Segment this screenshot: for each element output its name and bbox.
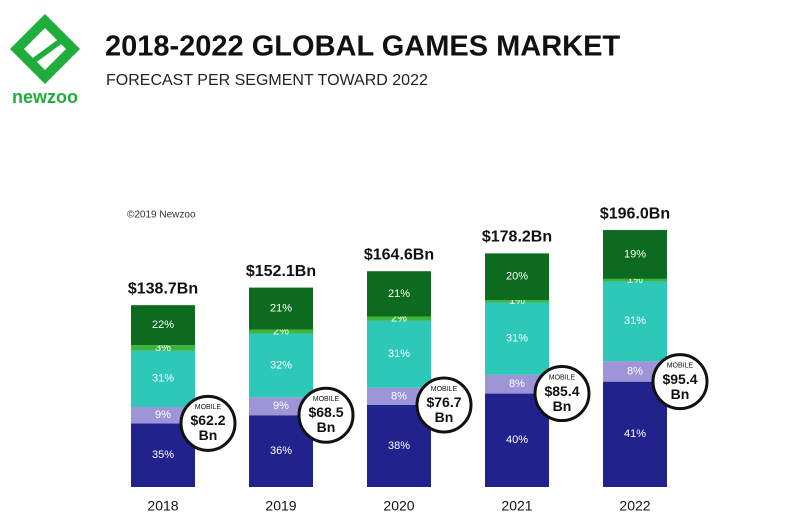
bar-segment <box>249 397 313 416</box>
mobile-title: MOBILE <box>313 396 340 403</box>
bar-segment <box>603 361 667 382</box>
bar-segment <box>367 316 431 321</box>
mobile-value: $68.5 Bn <box>308 404 344 436</box>
total-label: $196.0Bn <box>600 205 670 222</box>
bar-segment <box>367 387 431 405</box>
brand: newzoo <box>12 87 78 107</box>
segment-label: 8% <box>509 378 525 390</box>
mobile-value: $62.2 Bn <box>190 412 226 444</box>
bar-segment <box>485 302 549 375</box>
segment-label: 9% <box>273 400 289 412</box>
mobile-title: MOBILE <box>667 362 694 369</box>
bar-segment <box>603 278 667 282</box>
mobile-badge <box>533 365 591 423</box>
total-label: $178.2Bn <box>482 229 552 246</box>
segment-label: 20% <box>506 271 528 283</box>
bar-segment <box>603 381 667 487</box>
segment-label: 21% <box>270 302 292 314</box>
total-label: $138.7Bn <box>128 280 198 297</box>
segment-label: 21% <box>388 288 410 300</box>
segment-label: 40% <box>506 434 528 446</box>
bar-segment <box>249 287 313 330</box>
mobile-value: $85.4 Bn <box>544 382 580 414</box>
mobile-badge <box>651 353 709 411</box>
bar-segment <box>131 406 195 424</box>
chart-title: 2018-2022 GLOBAL GAMES MARKET <box>105 31 620 63</box>
x-tick-label: 2019 <box>265 498 296 514</box>
x-tick-label: 2018 <box>147 498 178 514</box>
bar-segment <box>249 329 313 334</box>
bar-segment <box>485 300 549 303</box>
bar-segment <box>367 271 431 317</box>
segment-label: 35% <box>152 449 174 461</box>
x-tick-label: 2022 <box>619 498 650 514</box>
bar-segment <box>249 333 313 398</box>
bar-segment <box>131 305 195 346</box>
bar-segment <box>485 374 549 394</box>
total-label: $152.1Bn <box>246 263 316 280</box>
mobile-value: $76.7 Bn <box>426 393 462 425</box>
mobile-title: MOBILE <box>195 404 222 411</box>
segment-label: 32% <box>270 359 292 371</box>
segment-label: 31% <box>624 315 646 327</box>
segment-label: 9% <box>155 409 171 421</box>
segment-label: 8% <box>627 365 643 377</box>
source: ©2019 Newzoo <box>127 210 196 221</box>
segment-label: 31% <box>388 348 410 360</box>
segment-label: 19% <box>624 248 646 260</box>
bar-segment <box>367 320 431 388</box>
bar-segment <box>131 345 195 351</box>
logo <box>10 14 80 84</box>
mobile-badge <box>415 376 473 434</box>
segment-label: 36% <box>270 445 292 457</box>
bar-segment <box>485 253 549 301</box>
logo-stripe <box>30 38 64 64</box>
segment-label: 41% <box>624 428 646 440</box>
bar-segment <box>603 230 667 279</box>
segment-label: 31% <box>152 373 174 385</box>
segment-label: 38% <box>388 440 410 452</box>
mobile-badge <box>297 386 355 444</box>
chart-subtitle: FORECAST PER SEGMENT TOWARD 2022 <box>106 72 428 89</box>
mobile-badge <box>179 394 237 452</box>
bar-segment <box>131 350 195 407</box>
x-tick-label: 2020 <box>383 498 414 514</box>
x-tick-label: 2021 <box>501 498 532 514</box>
segment-label: 8% <box>391 390 407 402</box>
mobile-title: MOBILE <box>549 374 576 381</box>
bar-segment <box>603 281 667 362</box>
segment-label: 22% <box>152 319 174 331</box>
mobile-value: $95.4 Bn <box>662 370 698 402</box>
mobile-title: MOBILE <box>431 386 458 393</box>
total-label: $164.6Bn <box>364 246 434 263</box>
segment-label: 31% <box>506 333 528 345</box>
